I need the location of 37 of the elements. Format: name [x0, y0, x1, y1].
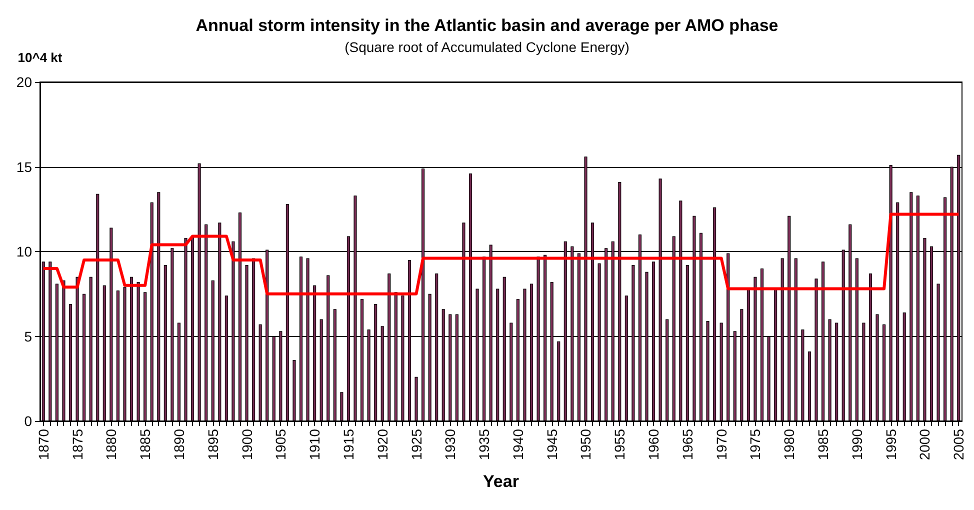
chart-title: Annual storm intensity in the Atlantic basin and average per AMO phase [196, 16, 778, 35]
x-tick-label: 2000 [916, 428, 933, 460]
x-tick-label: 1890 [170, 428, 187, 460]
chart-subtitle: (Square root of Accumulated Cyclone Energy) [344, 39, 630, 55]
x-tick-label: 1965 [679, 428, 696, 460]
x-tick-label: 1945 [544, 428, 560, 460]
y-tick-label: 15 [16, 158, 32, 175]
x-tick-label: 1980 [781, 428, 798, 460]
y-tick-label: 5 [24, 328, 32, 344]
x-tick-label: 1900 [238, 428, 255, 460]
x-axis-title: Year [483, 472, 520, 491]
x-tick-label: 2005 [950, 428, 967, 460]
x-tick-label: 1885 [137, 428, 154, 460]
x-tick-label: 1910 [306, 428, 323, 460]
x-tick-label: 1990 [848, 428, 865, 460]
x-tick-label: 1935 [476, 428, 492, 460]
x-tick-label: 1955 [612, 428, 628, 460]
x-tick-label: 1940 [510, 428, 526, 460]
x-tick-label: 1950 [578, 428, 594, 460]
x-tick-label: 1960 [646, 428, 662, 460]
x-tick-label: 1930 [442, 428, 458, 460]
x-tick-label: 1895 [204, 428, 221, 460]
x-tick-label: 1905 [272, 428, 289, 460]
x-tick-label: 1920 [374, 428, 390, 460]
x-tick-label: 1870 [35, 428, 52, 460]
y-tick-label: 20 [16, 74, 32, 90]
x-tick-label: 1985 [815, 428, 832, 460]
y-tick-label: 0 [24, 413, 32, 429]
x-tick-label: 1875 [69, 428, 86, 460]
y-tick-label: 10 [16, 244, 32, 260]
x-tick-label: 1975 [747, 428, 764, 460]
x-tick-label: 1995 [882, 428, 899, 460]
x-tick-label: 1880 [103, 428, 120, 460]
x-tick-label: 1970 [713, 428, 730, 460]
x-tick-label: 1925 [408, 428, 424, 460]
y-axis-title: 10^4 kt [18, 50, 63, 65]
x-tick-label: 1915 [340, 428, 356, 460]
